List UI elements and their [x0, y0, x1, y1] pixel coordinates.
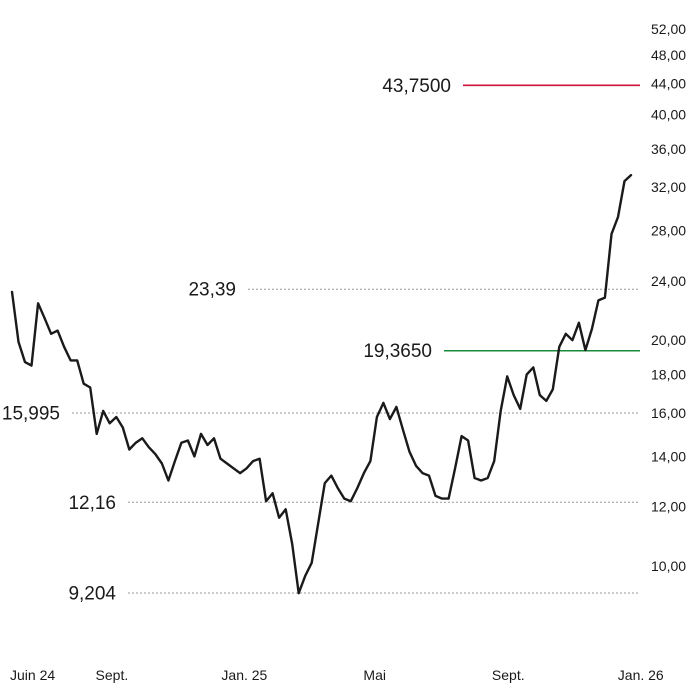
y-tick-label: 52,00: [651, 21, 686, 37]
level-label: 15,995: [2, 404, 60, 425]
level-label: 19,3650: [363, 341, 432, 362]
y-tick-label: 20,00: [651, 332, 686, 348]
y-axis: 10,00 12,00 14,00 16,00 18,00 20,00 24,00 28,00…: [651, 21, 686, 574]
x-tick-label: Jan. 25: [221, 667, 267, 683]
y-tick-label: 32,00: [651, 179, 686, 195]
level-label: 23,39: [188, 280, 236, 301]
x-tick-label: Juin 24: [10, 667, 55, 683]
y-tick-label: 48,00: [651, 47, 686, 63]
y-tick-label: 40,00: [651, 106, 686, 122]
y-tick-label: 10,00: [651, 558, 686, 574]
y-tick-label: 14,00: [651, 448, 686, 464]
y-tick-label: 44,00: [651, 75, 686, 91]
x-tick-label: Jan. 26: [618, 667, 664, 683]
level-label: 12,16: [68, 493, 116, 514]
y-tick-label: 12,00: [651, 499, 686, 515]
y-tick-label: 24,00: [651, 273, 686, 289]
level-label: 43,7500: [382, 76, 451, 97]
level-lines: 43,7500 23,39 19,3650 15,995 12,16 9,204: [2, 76, 640, 605]
y-tick-label: 18,00: [651, 367, 686, 383]
y-tick-label: 36,00: [651, 141, 686, 157]
y-tick-label: 28,00: [651, 223, 686, 239]
x-axis: Juin 24 Sept. Jan. 25 Mai Sept. Jan. 26: [10, 667, 664, 683]
series-line: [10, 173, 633, 595]
x-tick-label: Sept.: [492, 667, 525, 683]
x-tick-label: Sept.: [96, 667, 129, 683]
x-tick-label: Mai: [363, 667, 386, 683]
level-label: 9,204: [68, 584, 116, 605]
y-tick-label: 16,00: [651, 405, 686, 421]
price-series: [10, 173, 633, 595]
